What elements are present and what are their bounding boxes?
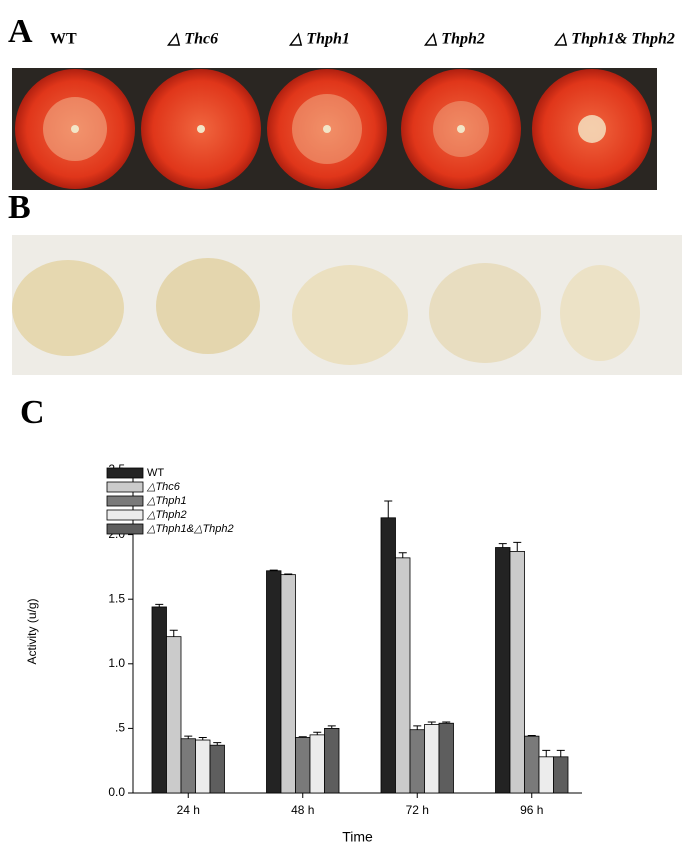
strain-label: △ Thph1	[288, 31, 350, 48]
legend-swatch	[106, 495, 144, 507]
bar	[438, 722, 454, 794]
bar	[553, 756, 569, 794]
legend-label: △Thph2	[146, 509, 187, 521]
error-bar	[542, 749, 551, 757]
plate-photos	[12, 68, 657, 190]
error-bar	[498, 543, 507, 548]
panel-label: C	[20, 394, 45, 431]
x-tick-label: 72 h	[406, 803, 429, 817]
bar	[166, 636, 182, 794]
legend-swatch	[106, 509, 144, 521]
bar	[524, 735, 540, 794]
error-bar	[384, 500, 393, 518]
bar	[266, 570, 282, 794]
bar	[380, 517, 396, 794]
legend-label: WT	[147, 467, 164, 479]
mycelium-photo	[12, 235, 682, 375]
error-bar	[513, 541, 522, 552]
y-axis-label: Activity (u/g)	[25, 598, 39, 664]
error-bar	[169, 629, 178, 637]
error-bar	[327, 725, 336, 729]
legend-swatch	[106, 481, 144, 493]
y-tick-label: 0.0	[108, 785, 125, 799]
bar	[538, 756, 554, 794]
error-bar	[155, 603, 164, 607]
bar	[395, 557, 411, 794]
x-axis-label: Time	[342, 829, 373, 845]
x-tick-label: 24 h	[177, 803, 200, 817]
bar	[409, 729, 425, 794]
strain-label: △ Thc6	[166, 31, 218, 48]
error-bar	[398, 552, 407, 558]
bar	[151, 606, 167, 794]
bar	[324, 728, 340, 794]
bar	[495, 547, 511, 794]
bar	[309, 734, 325, 794]
error-bar	[313, 731, 322, 735]
error-bar	[184, 735, 193, 739]
bar	[424, 724, 440, 794]
error-bar	[198, 736, 207, 741]
error-bar	[284, 573, 293, 575]
legend-swatch	[106, 523, 144, 535]
strain-label: △ Thph2	[423, 31, 485, 48]
panel-label: A	[8, 13, 33, 50]
error-bar	[556, 749, 565, 757]
error-bar	[298, 736, 307, 738]
y-tick-label: 1.0	[108, 656, 125, 670]
legend-label: △Thc6	[146, 481, 181, 493]
error-bar	[527, 735, 536, 737]
bar	[509, 550, 525, 794]
strain-label: WT	[50, 31, 77, 48]
error-bar	[442, 721, 451, 724]
legend-label: △Thph1&△Thph2	[146, 523, 234, 535]
strain-label: △ Thph1& Thph2	[553, 31, 675, 48]
error-bar	[413, 725, 422, 730]
bar	[280, 574, 296, 794]
panel-label: B	[8, 189, 31, 226]
bar	[295, 737, 311, 794]
bar	[180, 738, 196, 794]
legend-swatch	[106, 467, 144, 479]
x-tick-label: 48 h	[291, 803, 314, 817]
x-tick-label: 96 h	[520, 803, 543, 817]
bar	[195, 739, 211, 794]
error-bar	[213, 742, 222, 746]
bar	[209, 744, 225, 794]
y-tick-label: .5	[115, 721, 125, 735]
legend-label: △Thph1	[146, 495, 187, 507]
error-bar	[427, 721, 436, 725]
error-bar	[269, 569, 278, 571]
y-tick-label: 1.5	[108, 591, 125, 605]
